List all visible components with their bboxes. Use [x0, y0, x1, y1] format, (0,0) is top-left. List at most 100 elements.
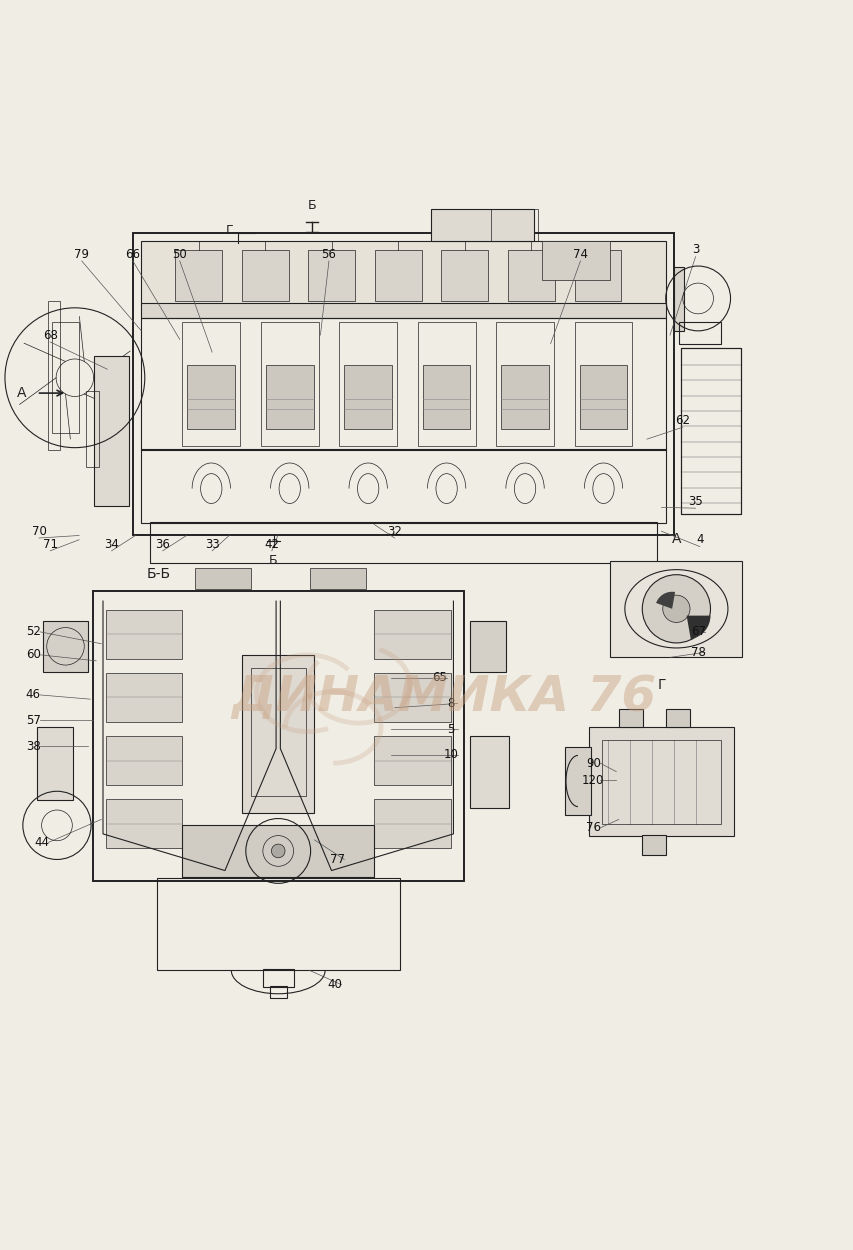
Text: 50: 50 — [172, 248, 187, 260]
Text: А: А — [16, 386, 26, 400]
Bar — [431, 209, 533, 241]
Bar — [470, 621, 506, 672]
Text: 4: 4 — [695, 534, 703, 546]
Bar — [589, 728, 733, 836]
Bar — [187, 365, 235, 429]
Bar — [38, 728, 73, 800]
Bar — [508, 250, 554, 301]
Bar — [344, 365, 392, 429]
Bar — [574, 250, 621, 301]
Bar — [95, 356, 129, 506]
Text: 34: 34 — [104, 538, 119, 550]
Bar — [374, 672, 450, 722]
Bar — [618, 709, 642, 727]
Text: 77: 77 — [329, 853, 345, 866]
Bar — [374, 250, 421, 301]
Bar — [674, 268, 684, 331]
Bar — [260, 322, 318, 446]
Bar — [182, 322, 240, 446]
Wedge shape — [655, 591, 674, 609]
Circle shape — [641, 575, 710, 642]
Text: Б: Б — [307, 199, 316, 212]
Bar — [133, 232, 674, 535]
Text: 3: 3 — [691, 244, 699, 256]
Bar — [681, 348, 740, 514]
Bar — [678, 322, 720, 344]
Bar — [610, 561, 741, 656]
Text: ДИНАМИКА 76: ДИНАМИКА 76 — [231, 674, 656, 721]
Text: 74: 74 — [572, 248, 587, 260]
Text: 65: 65 — [432, 671, 447, 684]
Bar — [142, 302, 665, 318]
Text: 10: 10 — [443, 748, 458, 761]
Bar — [565, 748, 590, 815]
Bar — [579, 365, 627, 429]
Circle shape — [662, 595, 689, 622]
Text: 57: 57 — [26, 714, 40, 727]
Bar — [374, 736, 450, 785]
Text: Б: Б — [269, 554, 277, 568]
Text: Г: Г — [225, 224, 233, 236]
Bar — [106, 610, 182, 659]
Bar — [374, 610, 450, 659]
Text: 70: 70 — [32, 525, 46, 538]
Bar — [150, 521, 657, 562]
Bar — [142, 449, 665, 522]
Bar — [490, 209, 537, 241]
Bar — [106, 799, 182, 849]
Bar — [270, 986, 287, 999]
Bar — [194, 568, 250, 589]
Circle shape — [271, 844, 285, 858]
Text: 36: 36 — [155, 538, 170, 550]
Text: 35: 35 — [688, 495, 702, 508]
Bar — [641, 835, 665, 855]
Bar — [601, 740, 720, 824]
Bar — [86, 390, 99, 468]
Bar — [93, 591, 463, 881]
Bar — [374, 799, 450, 849]
Text: 76: 76 — [585, 821, 600, 835]
Bar — [241, 655, 314, 812]
Text: 79: 79 — [74, 248, 89, 260]
Bar — [175, 250, 222, 301]
Bar — [681, 348, 740, 514]
Bar — [417, 322, 475, 446]
Bar — [157, 879, 399, 970]
Bar — [339, 322, 397, 446]
Text: 78: 78 — [690, 646, 705, 659]
Bar — [106, 672, 182, 722]
Bar — [470, 736, 508, 809]
Text: 56: 56 — [321, 248, 336, 260]
Bar — [542, 241, 610, 280]
Bar — [48, 301, 61, 450]
Text: 40: 40 — [327, 979, 342, 991]
Text: 62: 62 — [675, 414, 689, 426]
Text: 90: 90 — [585, 756, 600, 770]
Text: 44: 44 — [34, 836, 49, 849]
Bar — [142, 318, 665, 450]
Text: 66: 66 — [125, 248, 140, 260]
Bar — [263, 969, 293, 988]
Text: Г: Г — [657, 678, 664, 691]
Text: 38: 38 — [26, 740, 40, 752]
Bar — [441, 250, 488, 301]
Text: 68: 68 — [43, 329, 57, 341]
Bar — [241, 250, 288, 301]
Text: 42: 42 — [264, 538, 279, 550]
Text: 52: 52 — [26, 625, 40, 639]
Text: 46: 46 — [26, 689, 41, 701]
Bar — [106, 736, 182, 785]
Text: 33: 33 — [205, 538, 219, 550]
Bar — [308, 250, 355, 301]
Bar — [52, 322, 79, 434]
Bar — [496, 322, 554, 446]
Bar — [142, 241, 665, 305]
Bar — [182, 825, 374, 876]
Text: 32: 32 — [386, 525, 402, 538]
Bar — [665, 709, 688, 727]
Bar — [574, 322, 632, 446]
Bar — [422, 365, 470, 429]
Text: Б-Б: Б-Б — [146, 566, 171, 581]
Text: 5: 5 — [447, 722, 454, 735]
Text: 67: 67 — [690, 625, 705, 639]
